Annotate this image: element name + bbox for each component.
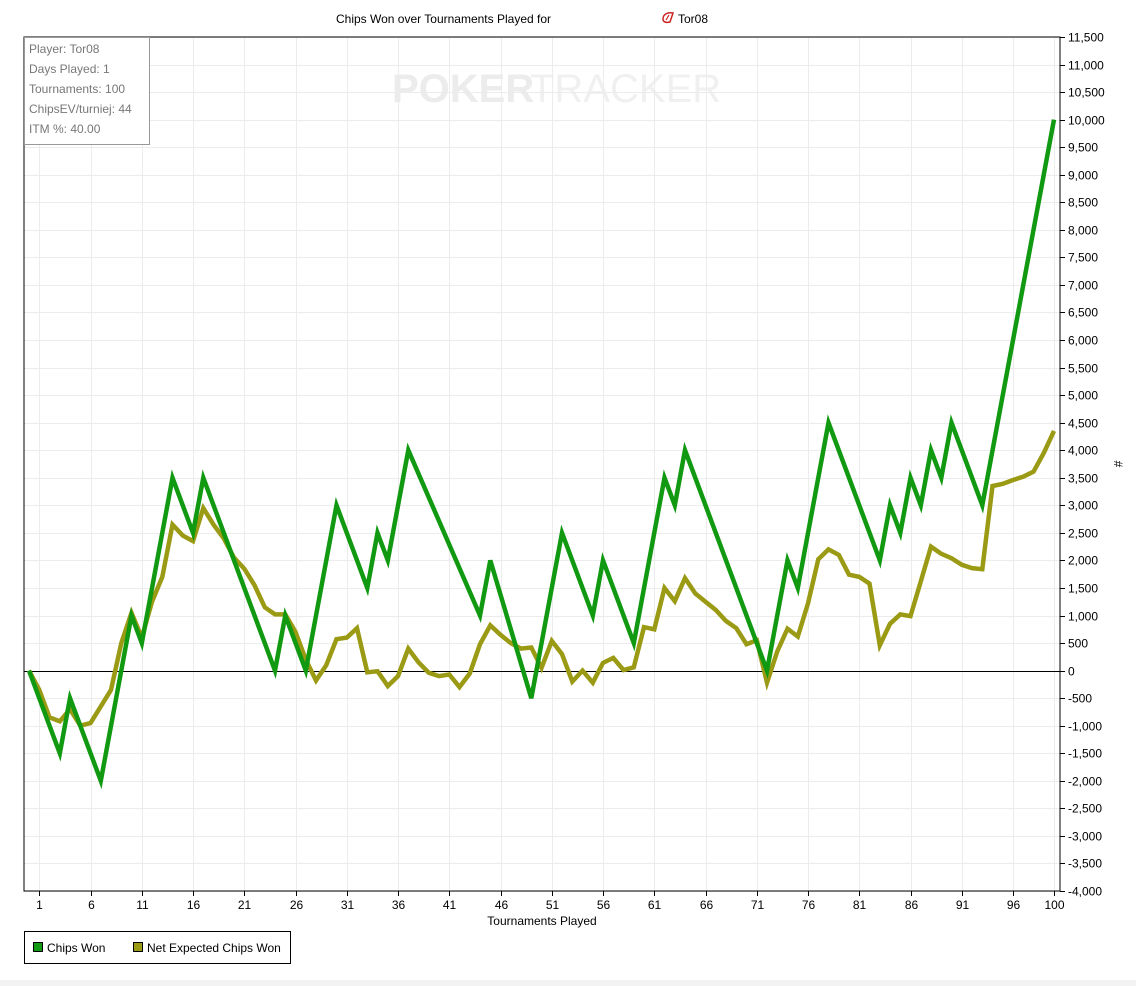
legend-label-net-expected: Net Expected Chips Won: [147, 941, 281, 955]
watermark-tracker-text: TRACKER: [530, 67, 721, 111]
legend-swatch-net-expected: [133, 942, 143, 952]
legend: Chips Won Net Expected Chips Won: [24, 931, 291, 964]
y-tick-label: 3,000: [1068, 499, 1098, 513]
x-tick-label: 6: [88, 898, 95, 912]
x-tick-label: 66: [700, 898, 714, 912]
info-tournaments: Tournaments: 100: [29, 82, 125, 96]
x-tick-label: 21: [238, 898, 252, 912]
y-tick-label: -1,500: [1068, 747, 1102, 761]
legend-swatch-chips-won: [33, 942, 43, 952]
info-chipsev: ChipsEV/turniej: 44: [29, 102, 132, 116]
player-info-box: Player: Tor08 Days Played: 1 Tournaments…: [24, 37, 150, 145]
x-tick-label: 51: [546, 898, 560, 912]
window-bottom-edge: [0, 980, 1136, 986]
y-tick-label: 10,000: [1068, 114, 1105, 128]
y-tick-label: 9,000: [1068, 169, 1098, 183]
y-tick-label: -3,500: [1068, 857, 1102, 871]
y-tick-label: 7,500: [1068, 251, 1098, 265]
y-tick-label: -1,000: [1068, 720, 1102, 734]
x-tick-label: 91: [956, 898, 970, 912]
player-flag-icon: [662, 12, 674, 24]
x-tick-label: 1: [36, 898, 43, 912]
y-axis: -4,000 -3,500 -3,000 -2,500 -2,000 -1,500 -1,0…: [1060, 31, 1105, 899]
pokertracker-watermark: POKER TRACKER: [392, 67, 721, 111]
series-line-chips-won: [26, 119, 1057, 790]
x-axis-label: Tournaments Played: [487, 914, 596, 928]
y-tick-label: 11,000: [1068, 59, 1104, 73]
y-tick-label: 500: [1068, 637, 1088, 651]
y-tick-label: 1,000: [1068, 610, 1098, 624]
y-tick-label: 2,500: [1068, 527, 1098, 541]
info-days-played: Days Played: 1: [29, 62, 110, 76]
y-tick-label: 5,500: [1068, 362, 1098, 376]
y-tick-label: 6,000: [1068, 334, 1098, 348]
y-tick-label: 5,000: [1068, 389, 1098, 403]
info-itm: ITM %: 40.00: [29, 122, 101, 136]
y-tick-label: 1,500: [1068, 582, 1098, 596]
series-layer: [26, 119, 1057, 790]
y-tick-label: 2,000: [1068, 554, 1098, 568]
plot-area: [24, 37, 1060, 891]
y-tick-label: -3,000: [1068, 830, 1102, 844]
y-tick-label: 4,500: [1068, 417, 1098, 431]
y-tick-label: -2,000: [1068, 775, 1102, 789]
plot-border: [23, 36, 1061, 892]
y-tick-label: 10,500: [1068, 86, 1105, 100]
y-axis-label: #: [1111, 461, 1125, 468]
x-tick-label: 41: [443, 898, 457, 912]
x-tick-label: 46: [495, 898, 509, 912]
y-tick-label: 3,500: [1068, 472, 1098, 486]
y-tick-label: 4,000: [1068, 444, 1098, 458]
y-tick-label: -500: [1068, 692, 1092, 706]
y-tick-label: 11,500: [1068, 31, 1104, 45]
watermark-poker-text: POKER: [392, 67, 534, 111]
x-tick-label: 96: [1007, 898, 1021, 912]
x-tick-label: 100: [1044, 898, 1064, 912]
chart-title: Chips Won over Tournaments Played for: [336, 12, 551, 26]
y-tick-label: -4,000: [1068, 885, 1102, 899]
y-tick-label: 6,500: [1068, 306, 1098, 320]
x-tick-label: 11: [136, 898, 149, 912]
x-tick-label: 36: [392, 898, 406, 912]
x-tick-label: 16: [187, 898, 201, 912]
y-tick-label: 0: [1068, 665, 1075, 679]
x-tick-label: 81: [853, 898, 867, 912]
x-tick-label: 86: [905, 898, 919, 912]
grid-lines: [24, 37, 1060, 892]
info-player: Player: Tor08: [29, 42, 100, 56]
y-tick-label: -2,500: [1068, 802, 1102, 816]
x-tick-label: 31: [341, 898, 355, 912]
y-tick-label: 8,500: [1068, 196, 1098, 210]
x-tick-label: 56: [597, 898, 611, 912]
y-tick-label: 8,000: [1068, 224, 1098, 238]
x-tick-label: 76: [802, 898, 816, 912]
chart-title-player: Tor08: [678, 12, 708, 26]
series-line-net-expected-chips-won: [27, 429, 1057, 729]
y-tick-label: 9,500: [1068, 141, 1098, 155]
x-tick-label: 26: [290, 898, 304, 912]
legend-label-chips-won: Chips Won: [47, 941, 105, 955]
x-tick-label: 61: [648, 898, 662, 912]
x-axis: 1 6 11 16 21 26 31 36 41 46 51 56 61 66 71 76 81 86 91 96 10…: [36, 891, 1065, 912]
y-tick-label: 7,000: [1068, 279, 1098, 293]
x-tick-label: 71: [751, 898, 765, 912]
